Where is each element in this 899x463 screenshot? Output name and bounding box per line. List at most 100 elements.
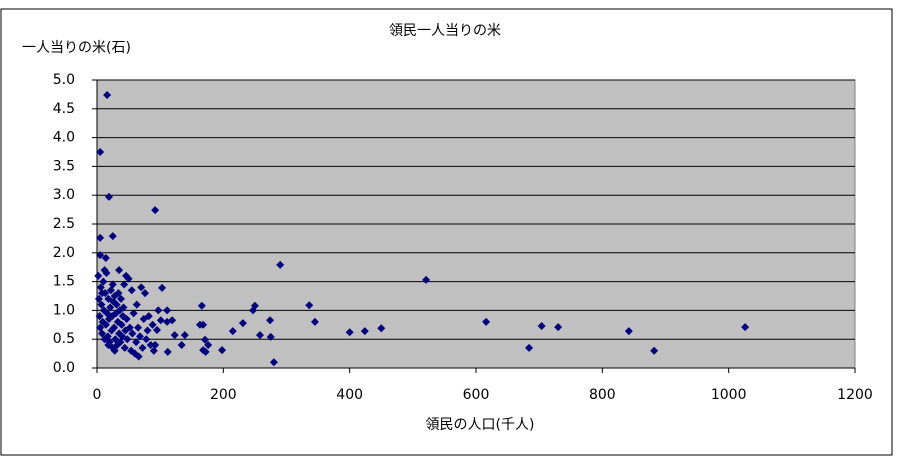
data-point <box>255 331 264 340</box>
data-point <box>122 315 131 324</box>
data-point <box>197 301 206 310</box>
data-point <box>249 306 258 315</box>
data-point <box>134 323 143 332</box>
chart-title: 領民一人当りの米 <box>389 22 501 39</box>
data-point <box>238 319 247 328</box>
data-point <box>103 90 112 99</box>
y-tick-label: 1.5 <box>53 274 75 290</box>
data-point <box>482 317 491 326</box>
data-point <box>101 253 110 262</box>
data-point <box>163 306 172 315</box>
data-point <box>101 320 110 329</box>
y-tick-label: 4.0 <box>53 130 75 146</box>
data-point <box>134 352 143 361</box>
x-tick-label: 200 <box>210 387 237 403</box>
data-point <box>124 274 133 283</box>
data-point <box>104 340 113 349</box>
data-point <box>228 327 237 336</box>
data-point <box>151 340 160 349</box>
data-point <box>156 316 165 325</box>
data-point <box>310 317 319 326</box>
data-point <box>106 303 115 312</box>
data-point <box>100 266 109 275</box>
data-point <box>94 271 103 280</box>
data-point <box>112 300 121 309</box>
data-point <box>117 294 126 303</box>
data-point <box>650 346 659 355</box>
data-point <box>128 329 137 338</box>
data-point <box>95 312 104 321</box>
data-point <box>170 331 179 340</box>
data-point <box>305 301 314 310</box>
data-point <box>177 340 186 349</box>
data-point <box>201 347 210 356</box>
data-point <box>96 148 105 156</box>
data-point <box>525 343 534 352</box>
data-point <box>163 317 172 326</box>
y-tick-label: 2.5 <box>53 216 75 232</box>
data-point <box>360 327 369 336</box>
x-tick-label: 800 <box>589 387 616 403</box>
data-point <box>120 343 129 352</box>
x-tick-label: 1000 <box>711 387 747 403</box>
data-point <box>144 312 153 321</box>
data-point <box>422 275 431 284</box>
data-point <box>123 335 132 344</box>
data-point <box>137 283 146 292</box>
data-point <box>345 328 354 337</box>
data-point <box>114 289 123 298</box>
data-point <box>142 335 151 344</box>
data-point <box>148 320 157 329</box>
data-point <box>143 326 152 335</box>
data-point <box>97 300 106 309</box>
data-point <box>94 294 103 303</box>
data-point <box>98 329 107 338</box>
data-point <box>120 280 129 289</box>
y-tick-label: 5.0 <box>53 72 75 88</box>
data-point <box>624 327 633 336</box>
y-tick-label: 0.0 <box>53 360 75 376</box>
data-point <box>180 331 189 340</box>
data-point <box>99 277 108 286</box>
data-point <box>108 280 117 289</box>
data-point <box>132 338 141 347</box>
data-point <box>149 346 158 355</box>
y-tick-label: 4.5 <box>53 101 75 117</box>
data-point <box>201 335 210 344</box>
data-point <box>119 303 128 312</box>
data-point <box>276 260 285 269</box>
data-point <box>151 206 160 215</box>
data-point <box>129 309 138 318</box>
data-point <box>96 233 105 242</box>
data-point <box>153 325 162 334</box>
x-tick-label: 1200 <box>837 387 873 403</box>
data-point <box>110 323 119 332</box>
data-point <box>98 289 107 298</box>
data-point <box>537 321 546 330</box>
y-tick-label: 2.0 <box>53 245 75 261</box>
data-point <box>135 332 144 341</box>
y-tick-label: 3.0 <box>53 187 75 203</box>
data-point <box>377 324 386 333</box>
data-point <box>158 283 167 292</box>
y-tick-label: 0.5 <box>53 331 75 347</box>
data-point <box>266 332 275 341</box>
data-point <box>199 320 208 329</box>
data-point <box>96 251 105 260</box>
y-tick-label: 1.0 <box>53 302 75 318</box>
data-point <box>204 340 213 349</box>
data-point <box>115 266 124 275</box>
data-point <box>105 192 114 201</box>
data-point <box>125 323 134 332</box>
data-point <box>96 283 105 292</box>
data-point <box>163 347 172 356</box>
data-point <box>154 306 163 315</box>
y-axis-label: 一人当りの米(石) <box>22 40 131 56</box>
y-tick-label: 3.5 <box>53 158 75 174</box>
data-point <box>132 300 141 309</box>
data-point <box>122 271 131 280</box>
data-point <box>141 289 150 298</box>
data-point <box>127 286 136 295</box>
data-point <box>554 323 563 332</box>
